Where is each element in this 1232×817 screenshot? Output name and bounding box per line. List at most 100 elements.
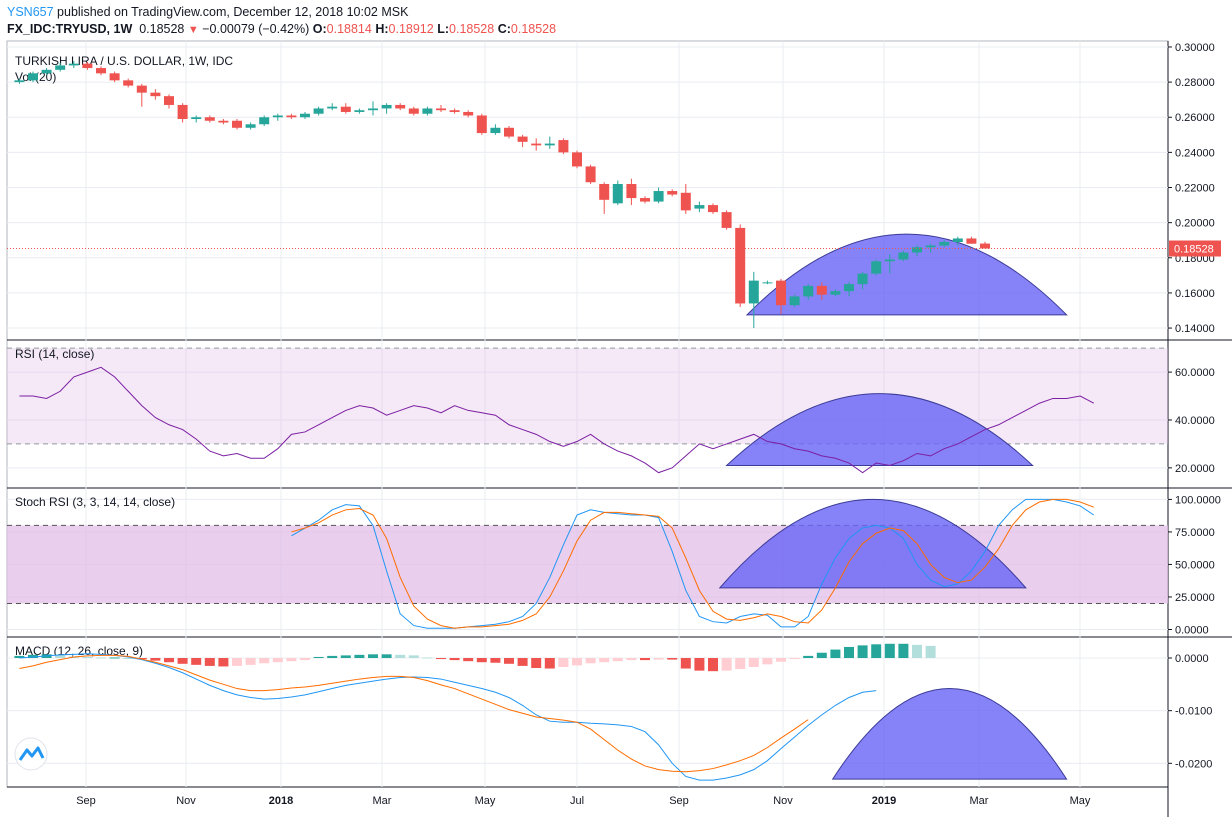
publish-line: YSN657 published on TradingView.com, Dec… [7, 5, 408, 19]
candle-body [939, 241, 950, 246]
open-label: O: [312, 22, 327, 36]
last-price-label: 0.18528 [1174, 244, 1214, 256]
macd-histogram-bar [272, 658, 283, 663]
candle-body [762, 282, 773, 284]
rsi-line [19, 366, 1095, 474]
candle-body [653, 191, 664, 202]
candle-body [96, 68, 106, 74]
candle-body [68, 63, 79, 66]
candle-body [966, 238, 977, 244]
candle-body [123, 80, 134, 86]
macd-histogram-bar [232, 658, 242, 666]
macd-line [19, 653, 877, 781]
macd-histogram-bar [476, 658, 487, 663]
candle-body [313, 108, 324, 114]
candle-body [585, 166, 596, 183]
macd-histogram-bar [14, 655, 25, 659]
price-axis-label: -0.0100 [1175, 706, 1212, 718]
candle-body [884, 259, 895, 262]
tradingview-logo-icon[interactable] [14, 737, 48, 771]
macd-histogram-bar [300, 658, 310, 661]
macd-histogram-bar [585, 658, 596, 664]
macd-histogram-bar [544, 658, 555, 669]
candle-body [272, 115, 283, 118]
candle-body [463, 111, 474, 116]
close-value: 0.18528 [510, 22, 557, 36]
macd-histogram-bar [123, 658, 134, 660]
price-axis-label: 0.26000 [1175, 112, 1215, 124]
price-axis-label: 0.0000 [1175, 624, 1209, 636]
macd-histogram-bar [28, 654, 38, 659]
macd-histogram-bar [313, 656, 324, 659]
symbol-label: FX_IDC:TRYUSD, 1W [7, 22, 133, 36]
candle-body [41, 69, 52, 74]
price-arc-annotation [745, 233, 1068, 316]
macd-histogram-bar [136, 658, 147, 660]
high-value: 0.18912 [388, 22, 434, 36]
price-axis-label: 0.16000 [1175, 288, 1215, 300]
price-axis-label: 0.28000 [1175, 77, 1215, 89]
macd-histogram-bar [150, 658, 161, 661]
macd-histogram-bar [463, 658, 474, 662]
time-axis-label: Nov [176, 795, 196, 807]
macd-histogram-bar [286, 658, 297, 662]
macd-histogram-bar [327, 655, 338, 659]
candle-body [844, 284, 854, 292]
candle-body [449, 110, 460, 112]
macd-histogram-bar [708, 658, 718, 672]
candle-body [340, 106, 351, 112]
macd-histogram-bar [680, 658, 691, 669]
price-change: −0.00079 (−0.42%) [202, 22, 310, 36]
candle-body [381, 104, 392, 109]
candle-body [735, 227, 746, 304]
pane-title: Stoch RSI (3, 3, 14, 14, close) [15, 495, 175, 509]
time-axis-label: Sep [76, 795, 96, 807]
macd-histogram-bar [844, 646, 854, 659]
low-value: 0.18528 [449, 22, 495, 36]
candle-body [558, 140, 569, 153]
price-axis-label: 0.30000 [1175, 42, 1215, 54]
candle-body [28, 73, 38, 81]
price-axis-label: 0.14000 [1175, 323, 1215, 335]
candle-body [191, 117, 202, 119]
candle-body [218, 120, 229, 123]
time-axis-label: 2019 [872, 795, 896, 807]
macd-histogram-bar [204, 658, 215, 666]
candle-body [980, 243, 990, 249]
price-axis-label: 50.0000 [1175, 559, 1215, 571]
macd-histogram-bar [884, 643, 895, 659]
logo-mark [18, 746, 45, 761]
chart-header: YSN657 published on TradingView.com, Dec… [0, 0, 1232, 40]
macd-histogram-bar [626, 658, 637, 661]
price-axis-label: 0.22000 [1175, 183, 1215, 195]
close-label: C: [497, 22, 511, 36]
author-link[interactable]: YSN657 [7, 5, 54, 19]
macd-histogram-bar [789, 658, 800, 660]
price-axis-label: 60.0000 [1175, 367, 1215, 379]
candle-body [259, 117, 270, 125]
rsi-arc-annotation [725, 393, 1034, 466]
macd-histogram-bar [816, 652, 827, 659]
macd-histogram-bar [531, 658, 542, 669]
low-label: L: [437, 22, 450, 36]
macd-histogram-bar [517, 658, 528, 666]
price-axis-label: 100.0000 [1175, 494, 1221, 506]
candle-body [368, 108, 378, 111]
candle-body [531, 143, 542, 146]
macd-histogram-bar [762, 658, 773, 665]
candle-body [612, 184, 623, 204]
candle-body [857, 273, 868, 285]
macd-histogram-bar [395, 654, 406, 659]
macd-histogram-bar [82, 656, 93, 659]
candle-body [830, 291, 841, 295]
chart-area[interactable]: Sep Nov 2018 Mar May Jul Sep Nov 2019 Mar May 0.140… [0, 40, 1232, 817]
macd-histogram-bar [109, 657, 120, 659]
macd-histogram-bar [721, 658, 732, 671]
candle-body [599, 184, 610, 200]
time-axis-label: Mar [373, 795, 392, 807]
candle-body [925, 245, 936, 248]
time-axis-label: Mar [970, 795, 989, 807]
macd-histogram-bar [776, 658, 786, 662]
candle-body [150, 92, 161, 97]
publish-text: published on TradingView.com, December 1… [57, 5, 409, 19]
